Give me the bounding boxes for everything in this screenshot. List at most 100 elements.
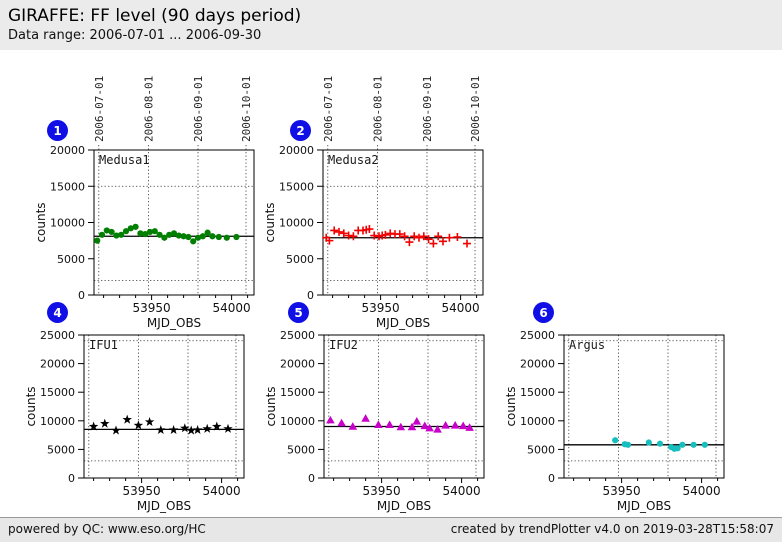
date-label: 2006-08-01 <box>371 76 384 142</box>
y-tick-label: 10000 <box>40 415 75 428</box>
data-point <box>412 416 422 425</box>
data-point <box>325 236 334 245</box>
x-axis-label: MJD_OBS <box>617 499 671 513</box>
y-axis-label: counts <box>24 386 38 426</box>
footer-powered-by: powered by QC: www.eso.org/HC <box>8 522 206 536</box>
data-point <box>674 445 681 452</box>
data-point <box>146 228 154 236</box>
mode-label: Medusa2 <box>328 153 379 167</box>
data-point <box>185 233 192 241</box>
y-tick-label: 0 <box>68 472 75 485</box>
data-point <box>395 230 404 239</box>
data-point <box>161 234 168 241</box>
data-point <box>410 232 419 241</box>
plot-badge-5[interactable]: 5 <box>288 302 309 323</box>
y-tick-label: 25000 <box>40 329 75 342</box>
data-point <box>365 225 374 234</box>
plot-argus: 0 5000 10000 15000 20000 25000 53950 54000 MJD_O… <box>504 329 725 513</box>
data-point <box>690 441 697 448</box>
data-point <box>180 233 187 240</box>
y-tick-label: 20000 <box>40 358 75 371</box>
data-point <box>118 231 125 238</box>
data-point <box>175 232 182 239</box>
data-point <box>339 229 348 238</box>
y-tick-label: 20000 <box>280 358 315 371</box>
data-point <box>326 415 335 424</box>
y-tick-label: 5000 <box>287 443 315 456</box>
plot-frame <box>563 334 725 479</box>
y-tick-label: 10000 <box>520 415 555 428</box>
data-point <box>453 233 462 241</box>
x-tick-label: 54000 <box>203 484 241 498</box>
data-point <box>348 422 358 430</box>
data-point <box>94 237 101 244</box>
y-tick-label: 10000 <box>279 217 314 230</box>
y-axis-label: counts <box>504 386 518 426</box>
y-tick-label: 15000 <box>50 180 85 193</box>
y-tick-label: 20000 <box>279 144 314 157</box>
y-tick-label: 15000 <box>280 386 315 399</box>
data-point <box>463 239 471 248</box>
plot-background <box>323 150 483 295</box>
date-label: 2006-10-01 <box>240 76 253 142</box>
plot-badge-1[interactable]: 1 <box>47 120 68 141</box>
page-title: GIRAFFE: FF level (90 days period) <box>8 6 302 26</box>
x-axis-label: MJD_OBS <box>147 316 201 330</box>
y-tick-label: 10000 <box>280 415 315 428</box>
data-point <box>439 237 447 246</box>
data-point <box>170 230 178 237</box>
data-point <box>656 440 664 447</box>
data-point <box>381 230 390 239</box>
data-point <box>233 233 240 241</box>
plot-badge-4[interactable]: 4 <box>47 302 68 323</box>
data-point <box>450 420 460 429</box>
data-point <box>445 233 454 242</box>
y-tick-label: 5000 <box>286 253 314 266</box>
data-point <box>441 420 450 429</box>
footer: powered by QC: www.eso.org/HC created by… <box>0 517 782 542</box>
x-tick-label: 53950 <box>362 301 400 315</box>
plots-area: 2006-07-01 2006-08-01 2006-09-01 2006-10-01… <box>0 50 782 517</box>
data-point <box>132 223 139 230</box>
data-point <box>400 232 409 241</box>
data-point <box>612 437 619 444</box>
data-point <box>122 414 132 424</box>
plot-background <box>324 335 484 478</box>
y-axis-label: counts <box>34 202 48 242</box>
data-point <box>144 416 155 426</box>
data-point <box>151 228 158 235</box>
plot-background <box>84 335 244 478</box>
data-point <box>199 233 206 240</box>
data-point <box>204 229 211 236</box>
date-range: Data range: 2006-07-01 ... 2006-09-30 <box>8 28 262 43</box>
date-label: 2006-07-01 <box>322 76 335 142</box>
plot-ifu1: 0 5000 10000 15000 20000 25000 53950 54000 MJD_O… <box>24 329 245 513</box>
plot-badge-6[interactable]: 6 <box>533 302 554 323</box>
y-tick-label: 20000 <box>50 144 85 157</box>
data-point <box>190 238 197 245</box>
plot-background <box>94 150 254 295</box>
data-point <box>111 425 121 435</box>
data-point <box>113 232 120 239</box>
plot-medusa1: 2006-07-01 2006-08-01 2006-09-01 2006-10-01… <box>34 76 255 330</box>
x-axis-label: MJD_OBS <box>376 316 430 330</box>
x-tick-label: 54000 <box>213 301 251 315</box>
date-label: 2006-07-01 <box>93 76 106 142</box>
data-point <box>429 239 438 248</box>
data-point <box>215 233 222 241</box>
data-point <box>137 230 144 237</box>
data-point <box>361 414 370 422</box>
x-tick-label: 53950 <box>123 484 161 498</box>
y-axis-label: counts <box>264 386 278 426</box>
data-point <box>168 424 179 434</box>
x-axis-label: MJD_OBS <box>377 499 431 513</box>
plot-badge-2[interactable]: 2 <box>290 120 311 141</box>
data-point <box>156 424 166 434</box>
data-point <box>374 420 383 429</box>
data-point <box>624 441 632 448</box>
data-point <box>186 425 196 435</box>
plot-ifu2: 0 5000 10000 15000 20000 25000 53950 54000 MJD_O… <box>264 329 485 513</box>
data-point <box>645 439 652 446</box>
data-point <box>133 420 144 430</box>
